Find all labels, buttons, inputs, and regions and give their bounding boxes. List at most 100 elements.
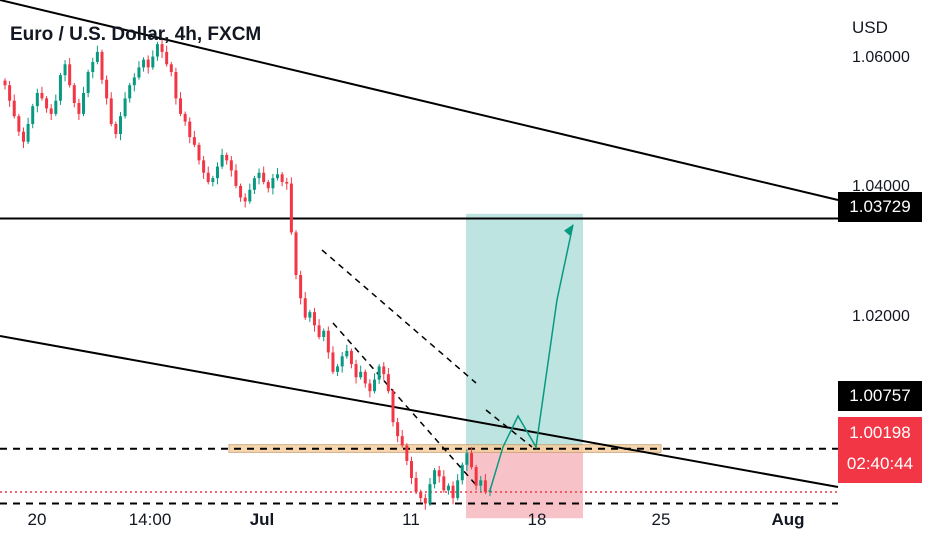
candle-body bbox=[252, 178, 256, 190]
candle-body bbox=[151, 56, 155, 68]
y-tick-label: 1.02000 bbox=[852, 308, 910, 325]
candle-body bbox=[188, 121, 192, 138]
candle-body bbox=[354, 364, 358, 378]
candle-body bbox=[3, 80, 7, 86]
candle-body bbox=[456, 480, 460, 499]
candle-body bbox=[45, 98, 49, 109]
candle-body bbox=[132, 77, 136, 86]
candle-body bbox=[220, 154, 224, 167]
candle-body bbox=[373, 379, 377, 392]
candle-body bbox=[91, 61, 95, 73]
candle-body bbox=[294, 232, 298, 275]
candle-body bbox=[433, 470, 437, 485]
candle-body bbox=[442, 476, 446, 491]
candle-body bbox=[303, 298, 307, 318]
x-tick-label: Aug bbox=[771, 510, 805, 529]
support-price-label: 1.00757 bbox=[838, 381, 922, 411]
x-tick-label: 14:00 bbox=[128, 510, 172, 529]
candle-body bbox=[271, 178, 275, 189]
break-line bbox=[485, 409, 533, 448]
candle-body bbox=[142, 59, 146, 68]
candle-body bbox=[215, 166, 219, 179]
x-tick-label: 20 bbox=[27, 510, 47, 529]
candle-body bbox=[100, 51, 104, 80]
candle-body bbox=[428, 484, 432, 504]
candle-body bbox=[12, 100, 16, 117]
candle-body bbox=[382, 366, 386, 375]
candle-body bbox=[336, 366, 340, 372]
candle-body bbox=[183, 113, 187, 122]
candle-body bbox=[21, 131, 25, 142]
candle-body bbox=[386, 374, 390, 392]
candle-body bbox=[276, 174, 280, 179]
candle-body bbox=[465, 453, 469, 465]
loss-zone bbox=[466, 446, 583, 519]
candle-body bbox=[77, 103, 81, 114]
candle-body bbox=[95, 51, 99, 62]
candle-body bbox=[63, 64, 67, 76]
candle-body bbox=[451, 485, 455, 499]
candle-body bbox=[169, 64, 173, 73]
candle-body bbox=[82, 92, 86, 114]
candle-body bbox=[266, 182, 270, 189]
candle-body bbox=[423, 498, 427, 504]
candle-body bbox=[114, 123, 118, 135]
candle-body bbox=[239, 185, 243, 198]
candle-body bbox=[35, 92, 39, 107]
horizontal-levels bbox=[0, 217, 838, 505]
profit-zone bbox=[466, 213, 583, 447]
x-tick-label: 18 bbox=[527, 510, 547, 529]
projected-path bbox=[489, 224, 574, 491]
candle-body bbox=[54, 100, 58, 114]
trendlines bbox=[0, 0, 839, 488]
candle-body bbox=[105, 79, 109, 99]
candle-body bbox=[8, 85, 12, 101]
candle-body bbox=[192, 137, 196, 145]
channel-upper bbox=[321, 249, 477, 384]
candle-body bbox=[345, 350, 349, 357]
candle-body bbox=[128, 85, 132, 99]
candle-body bbox=[234, 170, 238, 186]
candle-body bbox=[257, 172, 261, 179]
x-tick-label: Jul bbox=[249, 510, 275, 529]
candle-body bbox=[165, 51, 169, 65]
candle-body bbox=[308, 312, 312, 318]
current-price-label: 1.00198 02:40:44 bbox=[838, 417, 922, 483]
candle-body bbox=[40, 92, 44, 99]
x-tick-label: 11 bbox=[402, 510, 420, 529]
candle-body bbox=[419, 491, 423, 499]
candle-body bbox=[474, 467, 478, 486]
candle-body bbox=[368, 383, 372, 392]
candle-body bbox=[349, 350, 353, 365]
candle-body bbox=[137, 67, 141, 78]
candle-body bbox=[58, 75, 62, 101]
candle-body bbox=[243, 197, 247, 202]
candle-body bbox=[285, 182, 289, 184]
candle-body bbox=[409, 460, 413, 478]
projected-path-line bbox=[489, 224, 574, 491]
upper-trendline bbox=[0, 0, 839, 201]
candle-body bbox=[262, 172, 266, 183]
candle-body bbox=[68, 64, 72, 86]
lower-trendline bbox=[0, 335, 839, 488]
candle-body bbox=[229, 160, 233, 171]
candle-body bbox=[460, 464, 464, 481]
candle-body bbox=[437, 470, 441, 477]
current-price: 1.00198 bbox=[849, 423, 911, 442]
bar-countdown: 02:40:44 bbox=[846, 454, 914, 473]
resistance-price-label: 1.03729 bbox=[838, 192, 922, 222]
candle-body bbox=[405, 445, 409, 461]
y-tick-label: 1.04000 bbox=[852, 178, 910, 195]
y-tick-label: 1.06000 bbox=[852, 49, 910, 66]
channel-lower bbox=[332, 322, 478, 487]
trade-zones bbox=[228, 213, 662, 519]
candle-body bbox=[326, 330, 330, 353]
candles bbox=[3, 39, 492, 510]
candle-body bbox=[470, 453, 474, 468]
candle-body bbox=[331, 352, 335, 372]
candle-body bbox=[391, 391, 395, 423]
candle-body bbox=[118, 116, 122, 135]
candle-body bbox=[340, 356, 344, 367]
candle-body bbox=[49, 108, 53, 114]
